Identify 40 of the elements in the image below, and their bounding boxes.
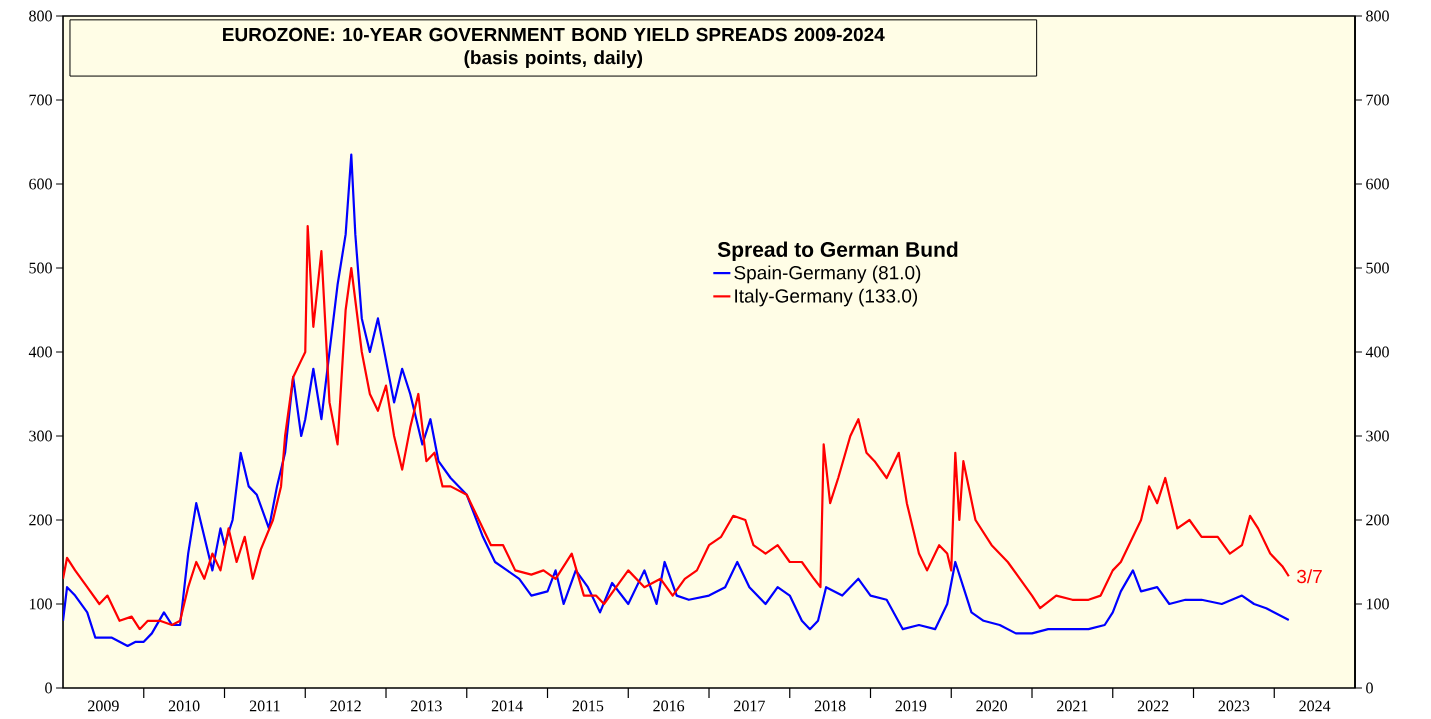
x-tick-label: 2010 — [168, 700, 200, 712]
y2-tick-label: 0 — [45, 682, 52, 694]
x-tick-label: 2024 — [1299, 700, 1331, 712]
y-tick-label: 0 — [1366, 682, 1373, 694]
x-tick-label: 2019 — [895, 700, 927, 712]
y2-tick-label: 400 — [28, 346, 52, 358]
x-tick-label: 2011 — [249, 700, 280, 712]
y2-tick-label: 500 — [29, 262, 52, 274]
legend-label: Italy-Germany (133.0) — [735, 288, 918, 307]
x-tick-label: 2014 — [491, 700, 523, 712]
x-tick-label: 2018 — [814, 700, 846, 712]
y2-tick-label: 200 — [29, 514, 52, 526]
annotation: 3/7 — [1297, 569, 1322, 584]
y-tick-label: 400 — [1365, 346, 1389, 358]
x-tick-label: 2009 — [88, 700, 119, 712]
x-tick-label: 2022 — [1137, 700, 1169, 712]
chart-title: EUROZONE: 10-YEAR GOVERNMENT BOND YIELD SPREADS 2009-2024 — [223, 27, 885, 42]
y-tick-label: 700 — [1366, 94, 1389, 106]
y2-tick-label: 800 — [29, 10, 52, 22]
y-tick-label: 200 — [1366, 514, 1389, 526]
x-tick-label: 2016 — [653, 700, 685, 712]
x-tick-label: 2017 — [734, 700, 765, 712]
y2-tick-label: 700 — [29, 94, 52, 106]
x-tick-label: 2013 — [411, 700, 442, 712]
x-tick-label: 2012 — [330, 700, 361, 712]
y-tick-label: 500 — [1366, 262, 1389, 274]
x-tick-label: 2015 — [572, 700, 604, 712]
y2-tick-label: 100 — [29, 598, 52, 610]
legend-title: Spread to German Bund — [717, 241, 958, 262]
x-tick-label: 2023 — [1218, 700, 1250, 712]
text: (basis points, daily) — [464, 50, 643, 69]
x-tick-label: 2021 — [1057, 700, 1088, 712]
y-tick-label: 100 — [1366, 598, 1389, 610]
y2-tick-label: 300 — [29, 430, 52, 442]
y-tick-label: 300 — [1366, 430, 1389, 442]
y-tick-label: 800 — [1366, 10, 1389, 22]
legend-label: Spain-Germany (81.0) — [734, 265, 921, 284]
x-tick-label: 2020 — [976, 700, 1008, 712]
y-tick-label: 600 — [1366, 178, 1389, 190]
y2-tick-label: 600 — [29, 178, 52, 190]
